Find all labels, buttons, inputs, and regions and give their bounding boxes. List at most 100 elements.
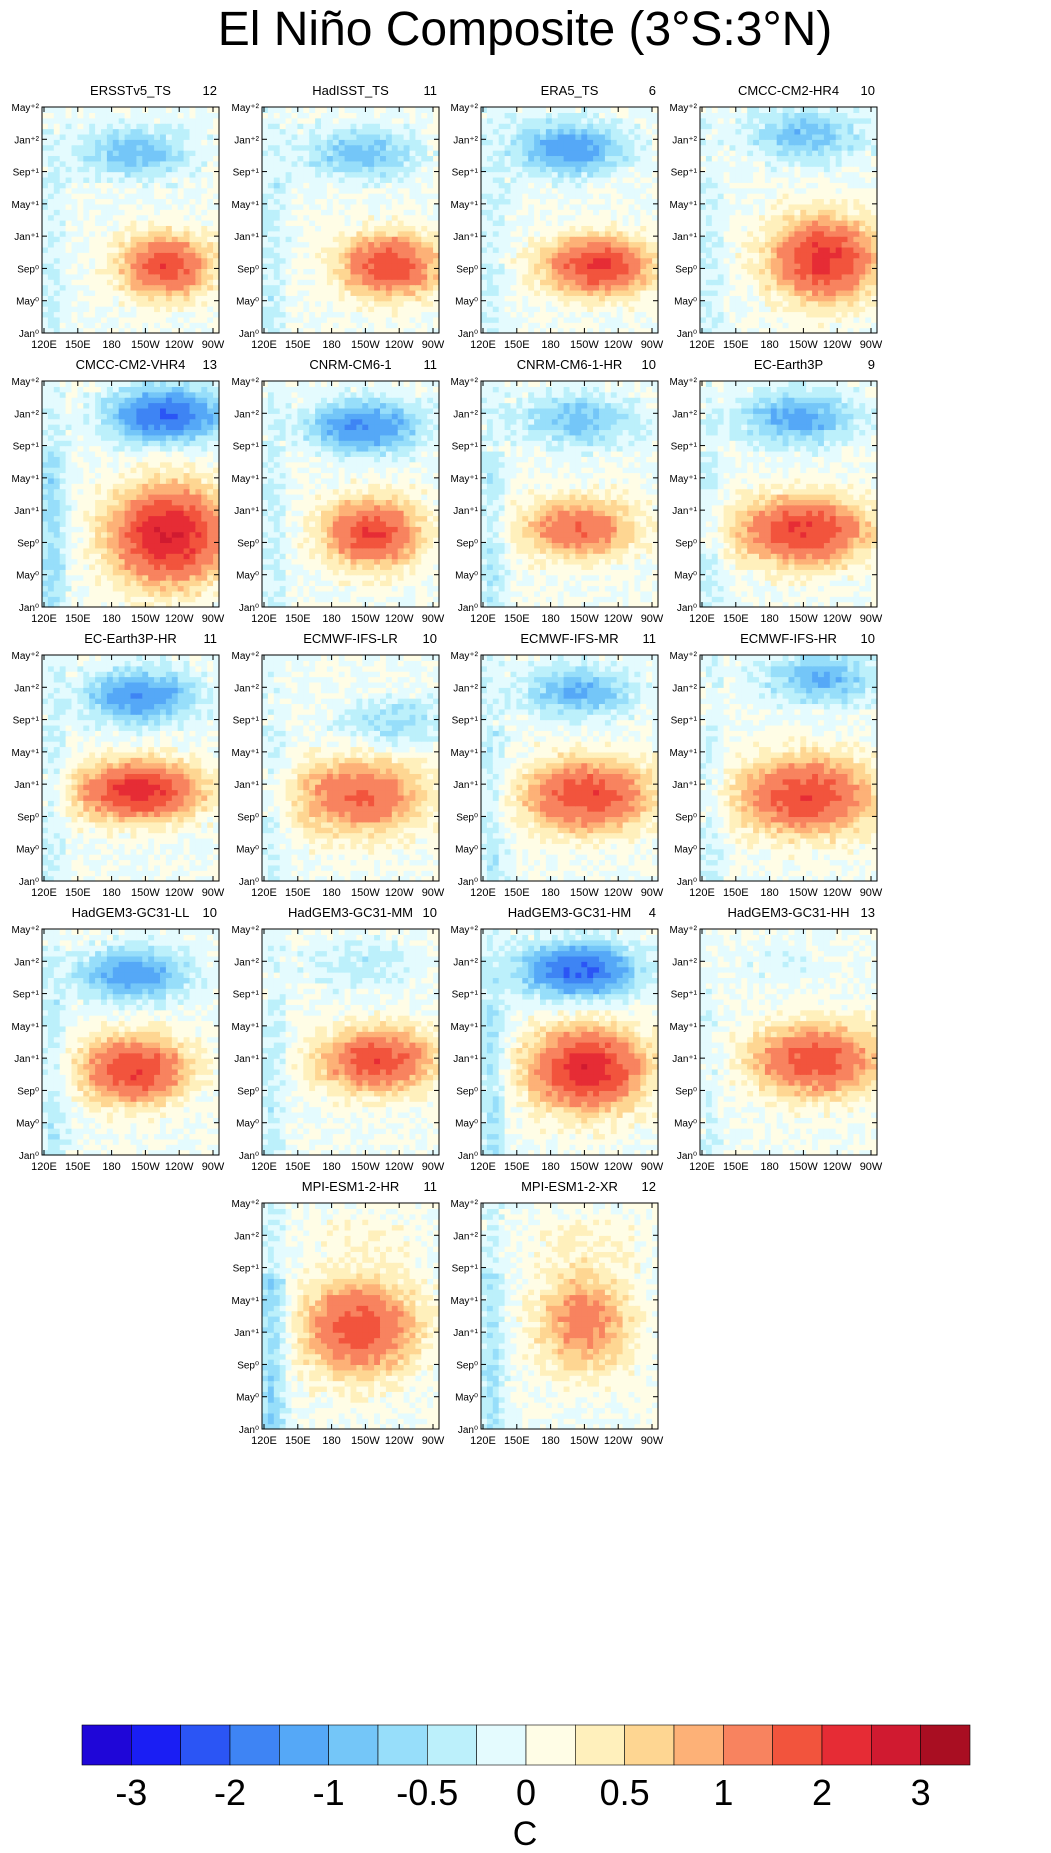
heat-cell [207,301,214,307]
heat-cell [321,290,328,296]
heat-cell [268,322,275,328]
heat-cell [172,193,179,199]
heat-cell [178,268,185,274]
heat-cell [154,231,161,237]
heat-cell [178,198,185,204]
heat-cell [195,155,202,161]
heat-cell [380,311,387,317]
heat-cell [398,285,405,291]
heat-cell [160,182,167,188]
heat-cell [398,279,405,285]
heat-cell [72,134,79,140]
heat-cell [113,274,120,280]
heat-cell [286,301,293,307]
heat-cell [107,172,114,178]
heat-cell [48,177,55,183]
heat-cell [160,155,167,161]
heat-cell [83,155,90,161]
heat-cell [404,311,411,317]
heat-cell [66,123,73,129]
heat-cell [66,236,73,242]
heat-cell [333,311,340,317]
heat-cell [119,242,126,248]
heat-cell [131,112,138,118]
heat-cell [184,166,191,172]
heat-cell [201,155,208,161]
heat-cell [72,215,79,221]
heat-cell [160,322,167,328]
heat-cell [48,145,55,151]
heat-cell [356,290,363,296]
heat-cell [72,317,79,323]
heat-cell [327,290,334,296]
heat-cell [172,306,179,312]
heat-cell [113,145,120,151]
heat-cell [398,295,405,301]
heat-cell [89,209,96,215]
heat-cell [339,279,346,285]
heat-cell [351,311,358,317]
heat-cell [421,311,428,317]
heat-cell [374,290,381,296]
heat-cell [54,263,61,269]
heat-cell [42,242,49,248]
heat-cell [142,317,149,323]
heat-cell [415,322,422,328]
heat-cell [77,182,84,188]
heat-cell [297,290,304,296]
heat-cell [48,182,55,188]
heat-cell [136,311,143,317]
heat-cell [386,279,393,285]
heat-cell [119,139,126,145]
heat-cell [172,301,179,307]
heat-cell [380,290,387,296]
heat-cell [107,129,114,135]
heat-cell [107,112,114,118]
heat-cell [172,134,179,140]
heat-cell [398,322,405,328]
heat-cell [125,220,132,226]
heat-cell [119,193,126,199]
heat-cell [274,285,281,291]
heat-cell [89,225,96,231]
heat-cell [178,263,185,269]
heat-cell [107,150,114,156]
heat-cell [315,311,322,317]
heat-cell [421,322,428,328]
heat-cell [333,279,340,285]
heat-cell [207,290,214,296]
heat-cell [72,306,79,312]
heat-cell [83,231,90,237]
heat-cell [190,118,197,124]
heat-cell [107,279,114,285]
heat-cell [101,263,108,269]
heat-cell [101,129,108,135]
heat-cell [101,209,108,215]
heat-cell [362,295,369,301]
heat-cell [201,220,208,226]
heat-cell [262,285,269,291]
heat-cell [201,177,208,183]
heat-cell [89,177,96,183]
heat-cell [60,134,66,140]
heat-cell [201,258,208,264]
heat-cell [172,155,179,161]
heat-cell [66,322,73,328]
heat-cell [184,150,191,156]
heat-cell [154,145,161,151]
heat-cell [125,204,132,210]
heat-cell [190,290,197,296]
heat-cell [60,285,66,291]
heat-cell [415,306,422,312]
heat-cell [184,177,191,183]
heat-cell [262,322,269,328]
heat-cell [362,317,369,323]
heat-cell [66,177,73,183]
heat-cell [83,225,90,231]
heat-cell [148,268,155,274]
heat-cell [190,242,197,248]
heat-cell [107,220,114,226]
heat-cell [107,317,114,323]
heat-cell [77,145,84,151]
heat-cell [101,311,108,317]
